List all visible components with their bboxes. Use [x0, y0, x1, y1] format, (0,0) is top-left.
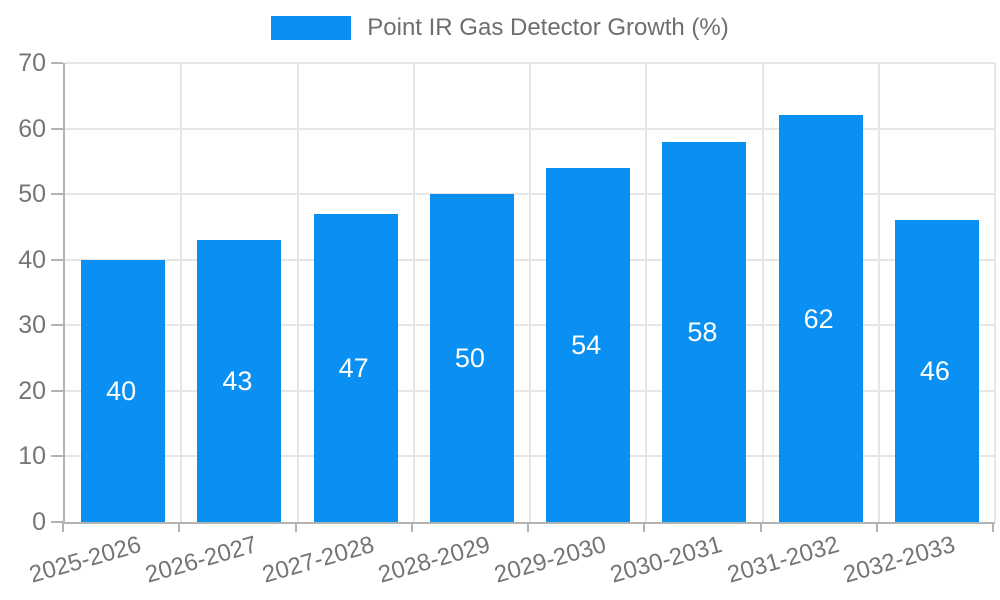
v-gridline: [529, 63, 531, 522]
bar-value-label: 40: [106, 375, 137, 406]
v-gridline: [180, 63, 183, 522]
y-tick-mark: [51, 258, 63, 261]
bar: [894, 220, 979, 522]
bar: [662, 141, 747, 522]
y-axis-tick-label: 10: [18, 442, 46, 471]
x-tick-mark: [527, 522, 529, 532]
bar-value-label: 43: [222, 366, 253, 397]
x-tick-mark: [992, 522, 994, 532]
y-tick-mark: [51, 62, 63, 64]
x-tick-mark: [294, 522, 297, 532]
v-gridline: [412, 63, 415, 522]
bar-value-label: 62: [803, 303, 834, 334]
v-gridline: [761, 63, 764, 522]
bar: [313, 213, 398, 522]
v-gridline: [994, 63, 996, 522]
y-tick-mark: [51, 324, 63, 327]
x-tick-mark: [643, 522, 646, 532]
y-axis-tick-label: 0: [32, 508, 46, 536]
plot-area: [63, 62, 996, 524]
y-axis-tick-label: 20: [18, 376, 46, 405]
y-tick-mark: [51, 521, 63, 523]
x-tick-mark: [759, 522, 762, 532]
x-tick-mark: [410, 522, 413, 532]
v-gridline: [645, 63, 648, 522]
y-axis-tick-label: 30: [18, 311, 46, 340]
v-gridline: [877, 63, 880, 522]
bar-value-label: 47: [338, 352, 369, 383]
v-gridline: [296, 63, 299, 522]
y-axis-tick-label: 60: [18, 114, 46, 143]
y-tick-mark: [51, 127, 63, 130]
y-axis-tick-label: 50: [18, 180, 46, 209]
y-tick-mark: [51, 389, 63, 392]
bar-value-label: 58: [687, 316, 718, 347]
x-tick-mark: [178, 522, 181, 532]
bar: [197, 240, 282, 522]
y-tick-mark: [51, 193, 63, 196]
bar-value-label: 50: [454, 343, 485, 374]
bar: [429, 194, 514, 522]
bar: [81, 259, 166, 522]
y-tick-mark: [51, 455, 63, 458]
bar: [546, 167, 631, 522]
x-tick-mark: [875, 522, 878, 532]
x-tick-mark: [62, 522, 64, 532]
bar-value-label: 46: [919, 356, 950, 387]
legend-swatch: [271, 16, 352, 40]
bar: [778, 115, 863, 522]
y-axis-tick-label: 70: [18, 49, 46, 77]
y-axis-tick-label: 40: [18, 245, 46, 274]
legend-label: Point IR Gas Detector Growth (%): [367, 14, 729, 41]
bar-value-label: 54: [571, 329, 602, 360]
legend: Point IR Gas Detector Growth (%): [0, 14, 1000, 42]
